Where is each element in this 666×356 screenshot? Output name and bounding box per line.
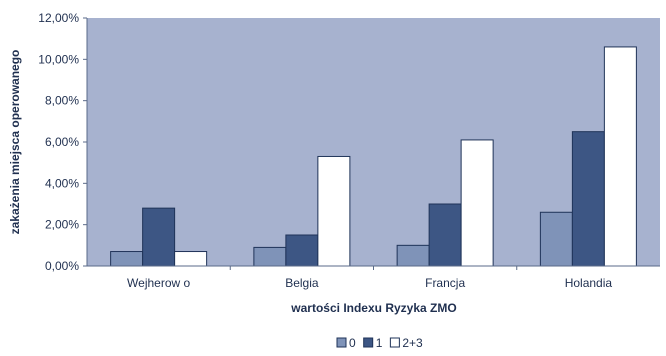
x-tick-label: Belgia — [285, 276, 319, 290]
bar-2+3-1 — [317, 155, 351, 267]
x-tick-label: Francja — [425, 276, 465, 290]
bar-1-2 — [428, 203, 462, 267]
x-tick-label: Holandia — [565, 276, 613, 290]
bar-2+3-2 — [460, 139, 494, 267]
bar-0-3 — [539, 211, 573, 267]
y-axis-title: zakażenia miejsca operowanego — [8, 50, 22, 235]
legend-swatch-2+3 — [389, 337, 400, 348]
bar-2+3-3 — [603, 46, 637, 267]
bar-0-0 — [110, 251, 144, 267]
y-tick-labels: 0,00% 2,00% 4,00% 6,00% 8,00% 10,00% 12,00% — [38, 11, 87, 273]
bars-layer — [110, 46, 637, 267]
x-tick-label: Wejherow o — [127, 276, 190, 290]
bar-1-0 — [142, 207, 176, 267]
y-tick-label: 2,00% — [45, 218, 79, 232]
y-tick-label: 8,00% — [45, 94, 79, 108]
bar-0-1 — [253, 246, 287, 267]
bar-1-1 — [285, 234, 319, 267]
y-tick-label: 6,00% — [45, 135, 79, 149]
bar-0-2 — [396, 244, 430, 267]
bar-2+3-0 — [174, 251, 208, 267]
x-axis-title: wartości Indexu Ryzyka ZMO — [290, 301, 456, 315]
y-tick-label: 10,00% — [38, 52, 79, 66]
bar-1-3 — [571, 131, 605, 267]
legend-label-0: 0 — [349, 336, 356, 350]
legend-label-2+3: 2+3 — [402, 336, 423, 350]
legend-swatch-0 — [336, 337, 347, 348]
y-tick-label: 12,00% — [38, 11, 79, 25]
legend: 0 1 2+3 — [336, 336, 423, 350]
legend-label-1: 1 — [376, 336, 383, 350]
y-tick-label: 4,00% — [45, 176, 79, 190]
y-tick-label: 0,00% — [45, 259, 79, 273]
legend-swatch-1 — [363, 337, 374, 348]
x-tick-labels: Wejherow o Belgia Francja Holandia — [127, 266, 612, 290]
